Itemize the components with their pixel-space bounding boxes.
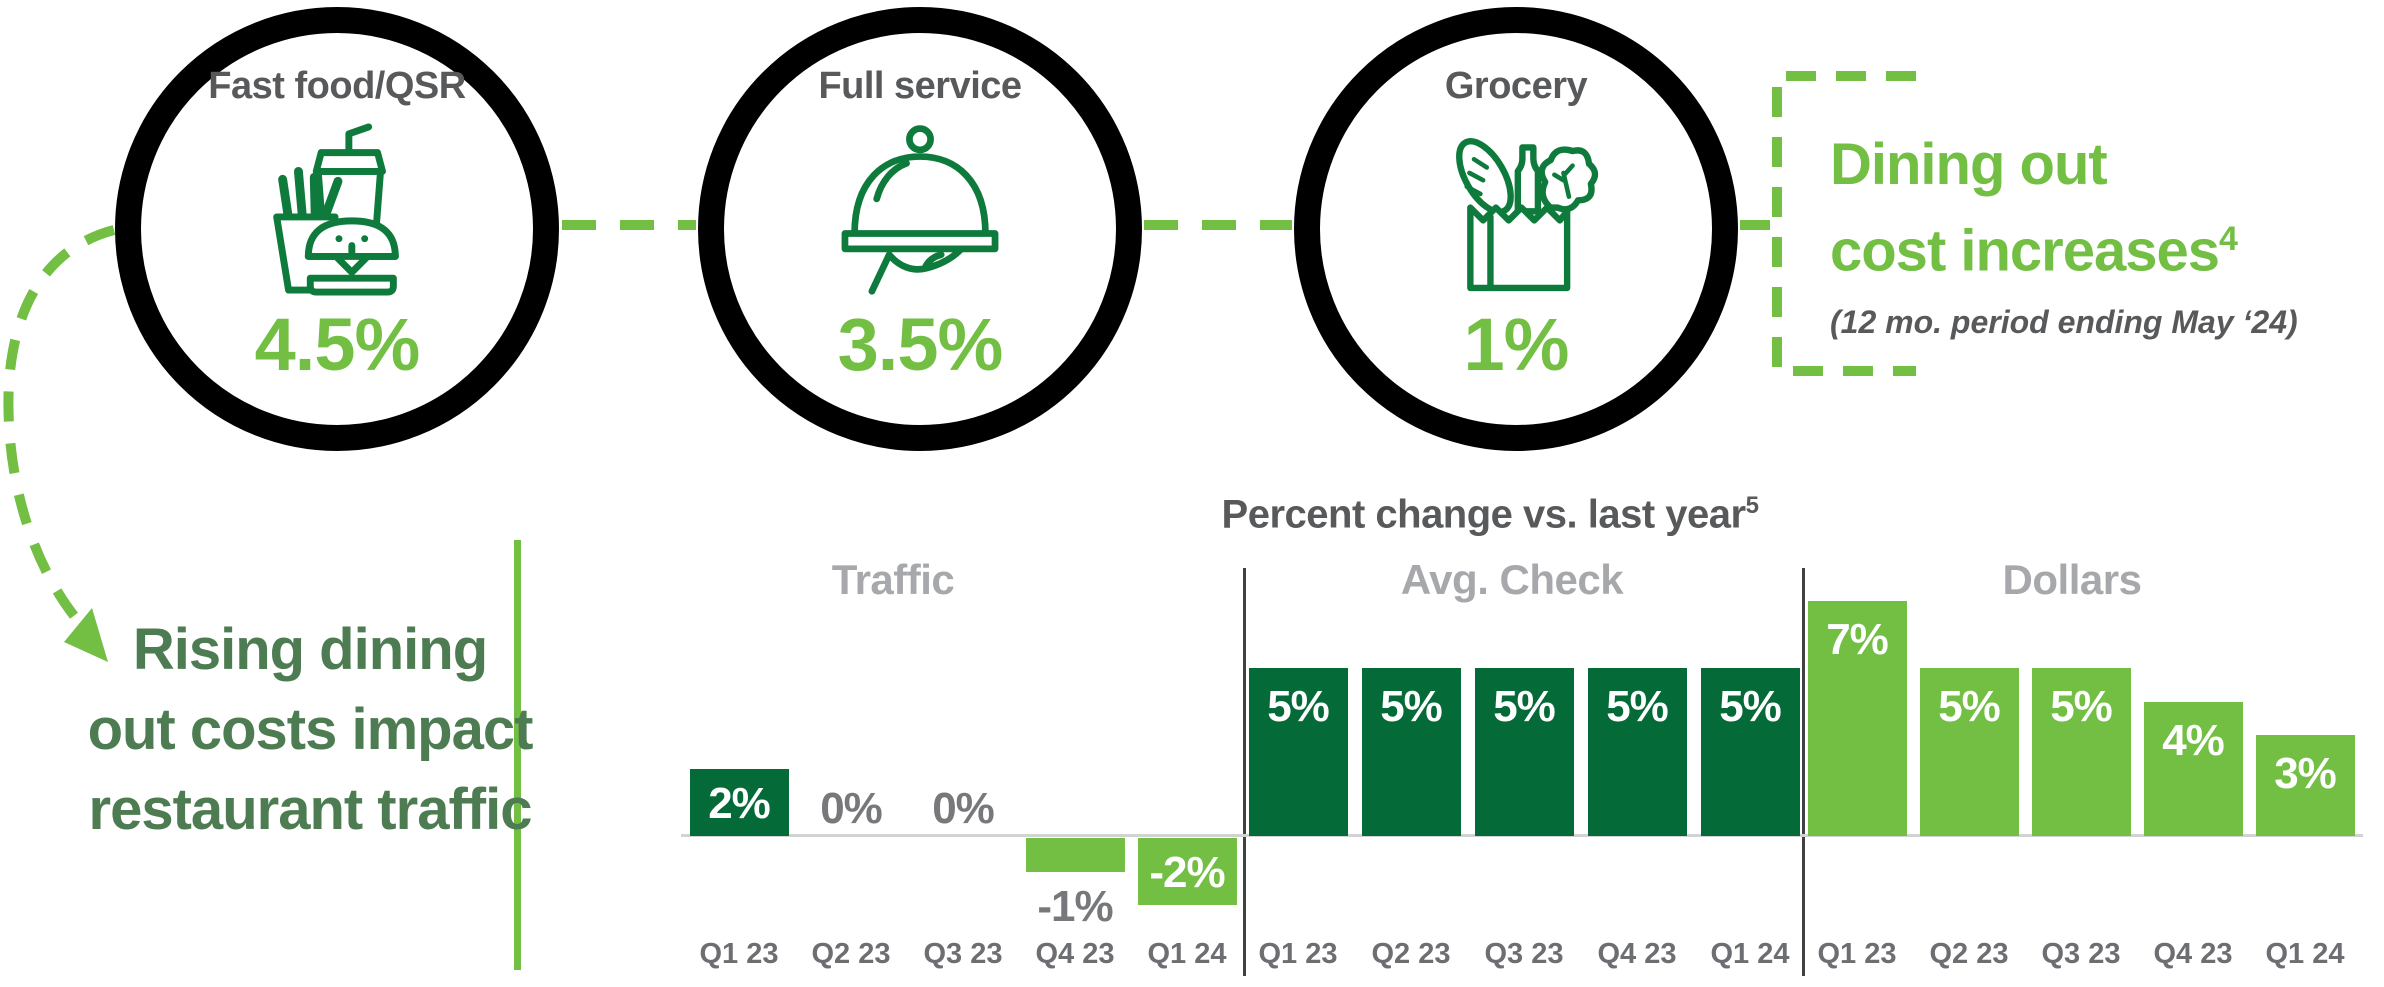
bar-value-label: -1% <box>1037 882 1113 931</box>
bar-value-label: -2% <box>1149 847 1225 897</box>
bar-traffic-q1-24 <box>1137 838 1237 905</box>
fast-food-icon <box>252 120 422 298</box>
bar-value-label: 0% <box>820 784 883 833</box>
headline-line1: Rising dining <box>132 617 488 682</box>
headline-line3: restaurant traffic <box>88 777 533 842</box>
bar-avg-check-q3-23 <box>1474 668 1574 836</box>
category-circle-grocery: Grocery 1% <box>1294 7 1738 451</box>
bar-value-label: 5% <box>1267 682 1330 731</box>
bar-dollars-q1-24 <box>2255 735 2355 836</box>
category-circle-full-service: Full service 3.5% <box>698 7 1142 451</box>
bar-value-label: 5% <box>1380 682 1443 731</box>
callout: Dining out cost increases4 (12 mo. perio… <box>1830 128 2370 341</box>
category-label: Full service <box>818 65 1022 107</box>
bar-dollars-q2-23 <box>1919 668 2019 836</box>
x-axis-label: Q1 23 <box>1258 938 1338 970</box>
bar-avg-check-q1-23 <box>1248 668 1348 836</box>
x-axis-label: Q4 23 <box>2153 938 2233 970</box>
bar-value-label: 5% <box>1719 682 1782 731</box>
bar-value-label: 5% <box>1606 682 1669 731</box>
callout-subtitle: (12 mo. period ending May ‘24) <box>1830 304 2298 341</box>
group-label-traffic: Traffic <box>831 556 955 603</box>
category-value: 3.5% <box>837 303 1004 386</box>
bar-avg-check-q2-23 <box>1361 668 1461 836</box>
x-axis-label: Q1 24 <box>1710 938 1790 970</box>
chart-title-text: Percent change vs. last year <box>1221 492 1747 537</box>
group-label-dollars: Dollars <box>2002 556 2142 603</box>
grocery-bag-icon <box>1426 120 1606 298</box>
callout-title-line1: Dining out <box>1830 132 2108 197</box>
bar-traffic-q4-23 <box>1025 838 1125 872</box>
x-axis-label: Q1 24 <box>1147 938 1227 970</box>
group-label-avg-check: Avg. Check <box>1400 556 1624 603</box>
bar-value-label: 4% <box>2162 716 2225 765</box>
x-axis-label: Q3 23 <box>2041 938 2121 970</box>
group-divider <box>1243 568 1246 976</box>
bar-dollars-q4-23 <box>2143 702 2243 836</box>
group-divider <box>1802 568 1805 976</box>
bar-dollars-q1-23 <box>1807 601 1907 836</box>
headline-line2: out costs impact <box>87 697 534 762</box>
callout-footnote-marker: 4 <box>2219 220 2238 258</box>
x-axis-label: Q2 23 <box>811 938 891 970</box>
bar-value-label: 2% <box>708 778 771 828</box>
x-axis-label: Q2 23 <box>1929 938 2009 970</box>
x-axis-label: Q1 23 <box>1817 938 1897 970</box>
x-axis-label: Q1 24 <box>2265 938 2345 970</box>
x-axis-label: Q3 23 <box>1484 938 1564 970</box>
category-value: 1% <box>1463 303 1570 386</box>
chart-title: Percent change vs. last year5 <box>1222 492 1759 537</box>
bar-value-label: 0% <box>932 784 995 833</box>
callout-title: Dining out cost increases4 <box>1830 128 2370 288</box>
x-axis-label: Q4 23 <box>1597 938 1677 970</box>
x-axis-label: Q1 23 <box>699 938 779 970</box>
x-axis-label: Q3 23 <box>923 938 1003 970</box>
category-circle-fast-food: Fast food/QSR 4.5% <box>115 7 559 451</box>
x-axis-label: Q4 23 <box>1035 938 1115 970</box>
category-label: Grocery <box>1444 65 1588 107</box>
bar-value-label: 3% <box>2274 749 2337 798</box>
bar-traffic-q1-23 <box>689 769 789 836</box>
bar-avg-check-q1-24 <box>1700 668 1800 836</box>
category-label: Fast food/QSR <box>208 65 466 107</box>
chart-title-footnote-marker: 5 <box>1745 492 1759 519</box>
cloche-icon <box>830 120 1010 298</box>
bar-value-label: 5% <box>1493 682 1556 731</box>
bar-dollars-q3-23 <box>2031 668 2131 836</box>
category-value: 4.5% <box>254 303 421 386</box>
chart-left-axis-line <box>514 540 521 970</box>
bar-value-label: 5% <box>2050 682 2113 731</box>
callout-title-line2: cost increases <box>1830 218 2220 284</box>
bar-value-label: 7% <box>1826 615 1889 664</box>
x-axis-label: Q2 23 <box>1371 938 1451 970</box>
bar-value-label: 5% <box>1938 682 2001 731</box>
headline: Rising dining out costs impact restauran… <box>10 610 610 850</box>
bar-avg-check-q4-23 <box>1587 668 1687 836</box>
